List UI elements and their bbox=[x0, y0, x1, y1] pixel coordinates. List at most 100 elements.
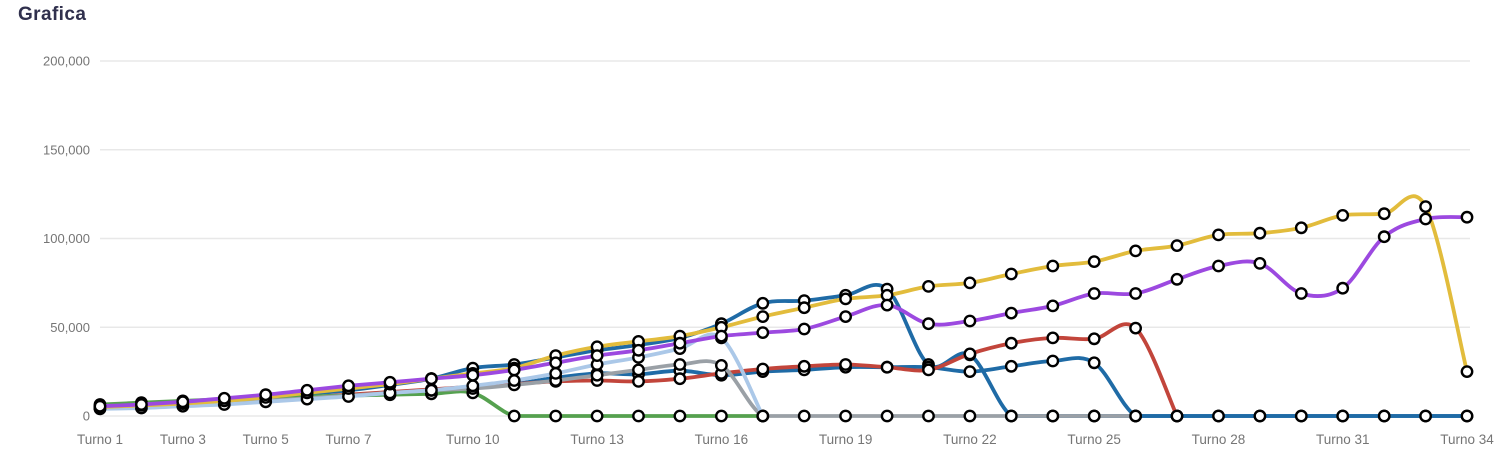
series-serie-morada-point-1[interactable] bbox=[93, 399, 107, 413]
series-serie-amarilla-point-26[interactable] bbox=[1129, 244, 1143, 258]
series-serie-azul-claro-point-10[interactable] bbox=[466, 379, 480, 393]
series-serie-azul-b-point-31[interactable] bbox=[1336, 409, 1350, 423]
series-serie-morada-point-4[interactable] bbox=[217, 391, 231, 405]
series-serie-morada-point-34[interactable] bbox=[1460, 210, 1474, 224]
series-serie-amarilla-point-21[interactable] bbox=[922, 279, 935, 293]
series-serie-gris-point-13[interactable] bbox=[590, 368, 604, 382]
series-serie-morada-point-13[interactable] bbox=[590, 349, 604, 362]
series-serie-amarilla-point-32[interactable] bbox=[1377, 207, 1391, 221]
series-serie-roja-point-24[interactable] bbox=[1046, 331, 1060, 345]
series-serie-morada-point-12[interactable] bbox=[549, 356, 563, 370]
series-serie-amarilla-point-28[interactable] bbox=[1212, 228, 1225, 242]
series-serie-amarilla-point-29[interactable] bbox=[1253, 226, 1267, 240]
series-serie-morada-point-11[interactable] bbox=[507, 363, 521, 377]
series-serie-roja-point-25[interactable] bbox=[1087, 332, 1101, 346]
series-serie-azul-b-point-30[interactable] bbox=[1294, 409, 1308, 423]
series-serie-amarilla-point-33[interactable] bbox=[1419, 200, 1433, 214]
series-serie-roja-point-15[interactable] bbox=[673, 372, 687, 386]
series-serie-azul-b-point-22[interactable] bbox=[963, 365, 977, 378]
series-serie-roja-point-23[interactable] bbox=[1004, 336, 1018, 350]
series-serie-azul-b-point-34[interactable] bbox=[1460, 409, 1474, 423]
series-serie-amarilla-point-22[interactable] bbox=[963, 276, 977, 290]
series-serie-gris-point-14[interactable] bbox=[632, 363, 645, 377]
series-serie-gris-point-19[interactable] bbox=[839, 409, 852, 423]
series-serie-azul-claro-point-17[interactable] bbox=[756, 409, 770, 423]
series-serie-gris-point-26[interactable] bbox=[1129, 409, 1143, 423]
series-serie-gris-point-20[interactable] bbox=[880, 409, 894, 423]
series-serie-gris-point-15[interactable] bbox=[673, 358, 687, 371]
series-serie-morada-point-2[interactable] bbox=[134, 398, 148, 411]
series-serie-morada-point-18[interactable] bbox=[797, 322, 811, 336]
series-serie-amarilla-point-23[interactable] bbox=[1004, 267, 1018, 281]
series-serie-morada-point-8[interactable] bbox=[383, 375, 397, 389]
series-serie-morada-point-29[interactable] bbox=[1253, 256, 1267, 270]
series-serie-morada-point-32[interactable] bbox=[1377, 230, 1391, 244]
series-serie-gris-point-23[interactable] bbox=[1004, 409, 1018, 423]
series-serie-verde-point-14[interactable] bbox=[632, 409, 645, 423]
series-serie-morada-point-9[interactable] bbox=[424, 372, 438, 386]
series-serie-azul-claro-point-11[interactable] bbox=[507, 374, 521, 387]
series-serie-morada-point-30[interactable] bbox=[1294, 287, 1308, 300]
series-serie-morada-point-21[interactable] bbox=[922, 317, 935, 331]
series-serie-roja-point-27[interactable] bbox=[1170, 409, 1184, 423]
series-serie-amarilla-point-25[interactable] bbox=[1087, 255, 1101, 268]
series-serie-roja-point-18[interactable] bbox=[797, 359, 811, 373]
series-serie-morada-point-24[interactable] bbox=[1046, 299, 1060, 313]
series-serie-roja-point-22[interactable] bbox=[963, 347, 977, 361]
series-serie-morada-point-27[interactable] bbox=[1170, 272, 1184, 286]
series-serie-morada-point-20[interactable] bbox=[880, 298, 894, 312]
series-serie-amarilla-point-24[interactable] bbox=[1046, 259, 1060, 273]
series-serie-azul-b-point-33[interactable] bbox=[1419, 409, 1433, 423]
series-serie-morada-point-6[interactable] bbox=[300, 383, 314, 397]
series-serie-verde-point-16[interactable] bbox=[715, 409, 728, 423]
series-serie-verde-point-15[interactable] bbox=[673, 409, 687, 423]
series-serie-gris-point-18[interactable] bbox=[797, 409, 811, 423]
series-serie-amarilla-point-34[interactable] bbox=[1460, 365, 1474, 378]
series-serie-gris-point-22[interactable] bbox=[963, 409, 977, 423]
series-serie-morada-point-16[interactable] bbox=[715, 329, 728, 343]
series-serie-azul-b-point-29[interactable] bbox=[1253, 409, 1267, 423]
series-serie-azul-b-point-23[interactable] bbox=[1004, 359, 1018, 373]
series-serie-azul-claro-point-9[interactable] bbox=[424, 383, 438, 397]
series-serie-verde-point-13[interactable] bbox=[590, 409, 604, 423]
series-serie-azul-b-point-25[interactable] bbox=[1087, 356, 1101, 370]
series-serie-amarilla-point-17[interactable] bbox=[756, 310, 770, 323]
series-serie-roja-point-17[interactable] bbox=[756, 362, 770, 376]
series-serie-morada-point-3[interactable] bbox=[176, 395, 190, 409]
series-serie-morada-point-17[interactable] bbox=[756, 326, 770, 339]
series-serie-roja-point-19[interactable] bbox=[839, 358, 852, 371]
series-serie-morada-point-33[interactable] bbox=[1419, 212, 1433, 226]
series-serie-roja-point-14[interactable] bbox=[632, 374, 645, 388]
series-serie-azul-claro-point-12[interactable] bbox=[549, 366, 563, 380]
series-serie-morada-line[interactable] bbox=[98, 215, 1469, 409]
series-serie-amarilla-point-30[interactable] bbox=[1294, 221, 1308, 235]
series-serie-verde-point-11[interactable] bbox=[507, 409, 521, 423]
series-serie-morada-point-23[interactable] bbox=[1004, 306, 1018, 320]
series-serie-roja-point-21[interactable] bbox=[922, 363, 935, 377]
series-serie-azul-b-point-24[interactable] bbox=[1046, 354, 1060, 368]
series-serie-azul-b-point-32[interactable] bbox=[1377, 409, 1391, 423]
series-serie-morada-point-10[interactable] bbox=[466, 368, 480, 382]
series-serie-gris-point-16[interactable] bbox=[715, 358, 728, 372]
series-serie-verde-point-12[interactable] bbox=[549, 409, 563, 423]
series-serie-azul-b-point-28[interactable] bbox=[1212, 409, 1225, 423]
series-serie-amarilla-point-27[interactable] bbox=[1170, 239, 1184, 253]
series-serie-morada-point-14[interactable] bbox=[632, 343, 645, 357]
series-serie-roja-point-20[interactable] bbox=[880, 360, 894, 374]
series-serie-morada-point-22[interactable] bbox=[963, 314, 977, 328]
series-serie-gris-point-25[interactable] bbox=[1087, 409, 1101, 423]
series-serie-amarilla-point-18[interactable] bbox=[797, 301, 811, 315]
series-serie-morada-point-5[interactable] bbox=[259, 388, 273, 402]
series-serie-azul-a-point-17[interactable] bbox=[756, 296, 770, 310]
series-serie-morada-point-19[interactable] bbox=[839, 310, 852, 323]
series-serie-roja-point-26[interactable] bbox=[1129, 321, 1143, 335]
series-serie-gris-point-21[interactable] bbox=[922, 409, 935, 423]
series-serie-morada-point-26[interactable] bbox=[1129, 287, 1143, 300]
series-serie-morada-point-15[interactable] bbox=[673, 336, 687, 350]
series-serie-morada-point-7[interactable] bbox=[342, 379, 355, 393]
series-serie-morada-point-28[interactable] bbox=[1212, 259, 1225, 273]
series-serie-amarilla-point-19[interactable] bbox=[839, 292, 852, 306]
series-serie-morada-point-31[interactable] bbox=[1336, 281, 1350, 295]
series-serie-amarilla-point-31[interactable] bbox=[1336, 208, 1350, 222]
series-serie-morada-point-25[interactable] bbox=[1087, 287, 1101, 300]
